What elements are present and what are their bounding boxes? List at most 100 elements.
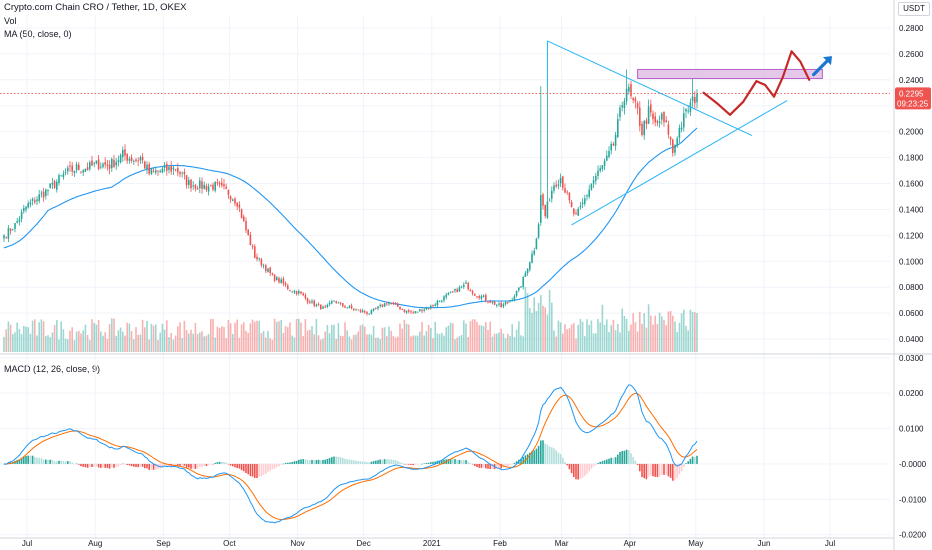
macd-histogram-bar <box>678 463 681 475</box>
candle-body <box>280 279 282 284</box>
macd-histogram-bar <box>190 463 192 469</box>
macd-histogram-bar <box>566 463 568 466</box>
projection-path <box>702 50 811 116</box>
candle-body <box>487 301 489 302</box>
candle-body <box>27 203 29 208</box>
volume-bar <box>445 327 447 352</box>
macd-histogram-bar <box>577 463 579 480</box>
volume-bar <box>531 312 533 352</box>
volume-bar <box>612 319 615 352</box>
volume-bar <box>212 318 214 352</box>
candle-body <box>590 183 593 190</box>
candles <box>3 40 698 316</box>
volume-bar <box>67 339 69 352</box>
macd-histogram-bar <box>207 463 210 466</box>
volume-bar <box>691 311 694 352</box>
candle-body <box>647 106 650 124</box>
macd-histogram-bar <box>234 463 236 468</box>
candle-body <box>577 208 579 216</box>
volume-bar <box>141 319 144 352</box>
macd-histogram-bar <box>430 462 432 464</box>
macd-histogram-bar <box>575 463 577 480</box>
currency-unit-label[interactable]: USDT <box>898 2 930 16</box>
macd-histogram-bar <box>108 463 111 469</box>
candle-body <box>12 229 14 231</box>
macd-histogram-bar <box>377 460 379 464</box>
volume-bar <box>388 326 390 352</box>
volume-bar <box>518 321 520 352</box>
macd-histogram-bar <box>614 457 617 464</box>
volume-bar <box>146 320 148 352</box>
macd-histogram-bar <box>353 460 355 464</box>
macd-histogram-bar <box>199 463 201 467</box>
candle-body <box>610 143 612 151</box>
candle-body <box>551 190 553 199</box>
macd-histogram-bar <box>221 461 223 464</box>
price-tick-label: 0.2800 <box>899 24 924 33</box>
candle-body <box>317 304 320 305</box>
price-tick-label: 0.0800 <box>899 283 924 292</box>
candle-body <box>75 164 78 171</box>
macd-histogram-bar <box>148 463 150 470</box>
candle-body <box>313 300 315 306</box>
candle-body <box>135 159 137 162</box>
macd-histogram-bar <box>529 452 531 464</box>
volume-bar <box>78 330 80 352</box>
candle-body <box>366 312 368 314</box>
candle-body <box>201 181 203 189</box>
volume-bar <box>463 320 465 352</box>
candle-body <box>537 224 540 238</box>
macd-histogram-bar <box>47 460 49 464</box>
candle-body <box>333 300 335 302</box>
volume-bar <box>383 327 386 352</box>
candle-body <box>529 262 531 270</box>
candle-body <box>256 256 258 260</box>
candle-body <box>509 300 511 302</box>
candle-body <box>425 307 428 310</box>
volume-bar <box>304 319 307 352</box>
candle-body <box>674 144 676 153</box>
volume-bar <box>157 339 159 352</box>
volume-bar <box>298 318 300 352</box>
candle-body <box>480 296 483 299</box>
macd-histogram-bar <box>89 463 91 467</box>
macd-histogram-bar <box>311 459 313 464</box>
volume-bar <box>394 337 397 352</box>
macd-histogram-bar <box>634 460 637 464</box>
macd-histogram-bar <box>597 463 599 464</box>
volume-bar <box>155 324 157 352</box>
macd-histogram-bar <box>531 451 533 464</box>
candle-body <box>518 287 520 291</box>
macd-histogram-bar <box>467 461 469 464</box>
candle-body <box>278 278 280 283</box>
volume-bar <box>449 322 452 352</box>
candle-body <box>612 143 615 146</box>
macd-histogram-bar <box>421 463 423 465</box>
price-badge-countdown: 09:23:25 <box>897 99 929 108</box>
candle-body <box>524 272 527 277</box>
macd-histogram-bar <box>36 457 38 464</box>
macd-histogram-bar <box>632 457 634 464</box>
volume-bar <box>694 312 696 352</box>
macd-tick-label: 0.0200 <box>899 389 924 398</box>
volume-bar <box>601 304 604 352</box>
volume-bar <box>150 323 153 352</box>
drawings <box>0 40 890 226</box>
volume-bar <box>245 330 247 352</box>
candle-body <box>394 302 397 304</box>
candle-body <box>326 304 329 307</box>
macd-histogram-bar <box>97 463 100 468</box>
macd-histogram-bar <box>49 459 51 464</box>
volume-bar <box>342 336 344 352</box>
macd-histogram-bar <box>628 450 630 464</box>
volume-bar <box>192 333 194 352</box>
candle-body <box>196 188 199 190</box>
volume-bar <box>680 313 683 352</box>
candle-body <box>128 158 131 161</box>
price-badge-bg <box>895 87 931 110</box>
macd-histogram-bar <box>256 463 258 479</box>
candle-body <box>467 282 469 290</box>
candle-body <box>632 97 634 101</box>
macd-histogram-bar <box>232 463 234 467</box>
